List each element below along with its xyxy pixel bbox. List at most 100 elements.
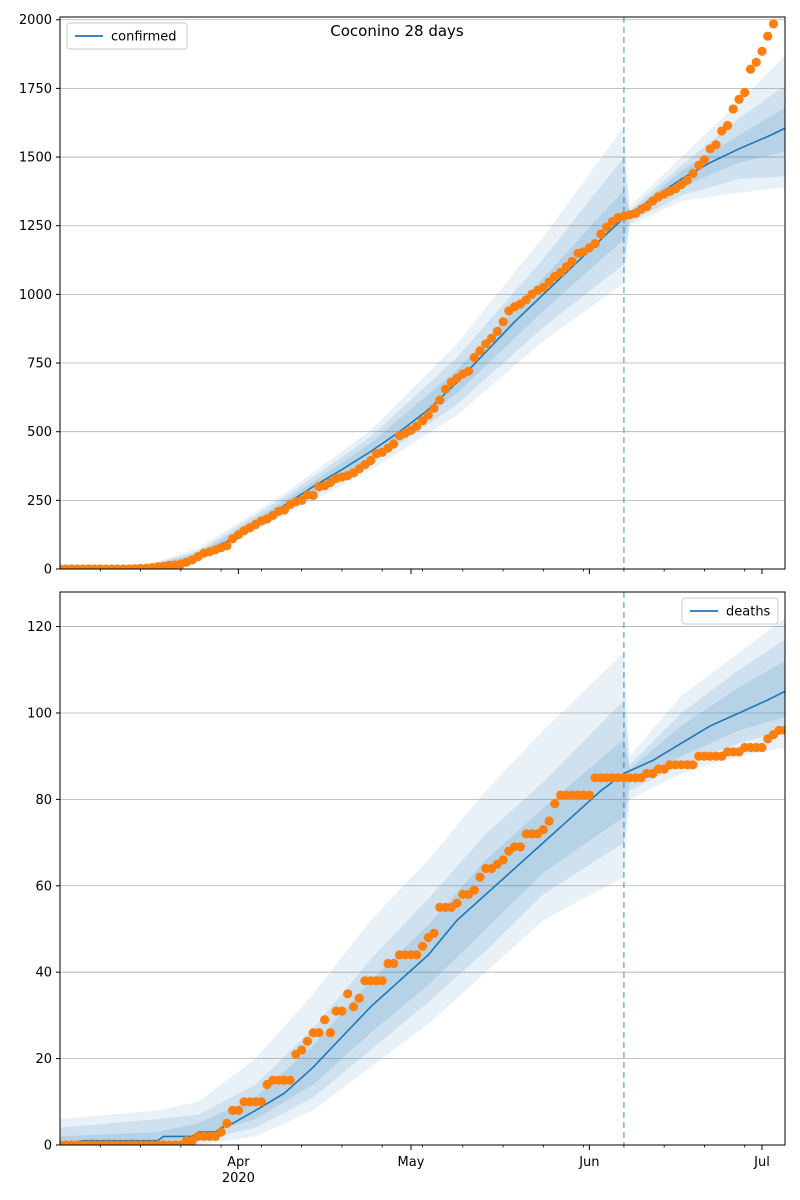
observed-point: [366, 455, 376, 466]
observed-point: [550, 799, 560, 809]
observed-point: [538, 282, 548, 293]
y-tick-label: 1750: [19, 82, 52, 97]
observed-point: [682, 175, 692, 185]
y-tick-label: 120: [27, 620, 52, 635]
y-tick-label: 80: [35, 793, 52, 808]
observed-point: [745, 64, 756, 74]
observed-point: [469, 885, 479, 895]
observed-point: [429, 403, 439, 413]
observed-point: [780, 725, 785, 735]
observed-point: [412, 950, 422, 960]
observed-point: [216, 1127, 226, 1137]
observed-point: [475, 872, 485, 882]
observed-point: [751, 57, 761, 67]
observed-point: [325, 1028, 335, 1038]
observed-point: [544, 277, 554, 287]
observed-point: [297, 495, 307, 505]
observed-point: [722, 120, 733, 131]
observed-point: [302, 1036, 312, 1046]
observed-point: [728, 104, 738, 114]
y-tick-label: 20: [35, 1052, 52, 1067]
observed-point: [757, 742, 767, 753]
uncertainty-band: [60, 107, 785, 569]
y-tick-label: 250: [27, 494, 52, 509]
observed-point: [389, 958, 399, 969]
observed-point: [222, 541, 232, 551]
uncertainty-band: [60, 85, 785, 569]
observed-point: [688, 168, 698, 179]
observed-point: [256, 1097, 266, 1107]
y-tick-label: 2000: [19, 13, 52, 28]
observed-point: [279, 505, 289, 515]
observed-point: [757, 46, 767, 56]
deaths-panel: 0 20 40 60 80 100 120 Apr May Jun Jul 2020 deaths: [27, 591, 786, 1186]
observed-point: [417, 941, 428, 951]
observed-point: [417, 416, 428, 426]
observed-point: [596, 229, 606, 239]
observed-point: [222, 1118, 232, 1128]
uncertainty-band: [60, 617, 785, 1145]
observed-point: [308, 490, 318, 500]
observed-point: [768, 19, 779, 29]
observed-point: [602, 222, 612, 232]
confirmed-panel: 0 250 500 750 1000 1250 1500 1750 2000 confirmed: [19, 13, 786, 578]
observed-point: [642, 201, 652, 212]
observed-point: [233, 1105, 243, 1115]
observed-point: [561, 262, 571, 272]
observed-point: [699, 155, 710, 165]
observed-point: [711, 140, 721, 150]
observed-point: [538, 825, 548, 835]
observed-point: [544, 816, 554, 826]
x-year-label: 2020: [222, 1171, 255, 1186]
y-tick-label: 60: [35, 879, 52, 894]
observed-point: [440, 384, 451, 394]
y-tick-label: 1500: [19, 151, 52, 166]
y-tick-label: 750: [27, 357, 52, 372]
x-tick-label: May: [398, 1155, 425, 1170]
observed-point: [348, 1002, 359, 1012]
legend-label: deaths: [726, 605, 771, 620]
observed-point: [412, 421, 422, 431]
observed-point: [481, 339, 491, 349]
observed-point: [556, 267, 566, 277]
y-tick-label: 100: [27, 706, 52, 721]
y-tick-label: 500: [27, 425, 52, 440]
observed-point: [297, 1045, 307, 1055]
observed-point: [475, 346, 485, 356]
y-tick-label: 1250: [19, 219, 52, 234]
x-tick-label: Jun: [578, 1155, 599, 1170]
observed-point: [343, 989, 353, 999]
observed-point: [285, 1075, 295, 1085]
observed-point: [567, 256, 577, 266]
legend: confirmed: [66, 22, 188, 50]
observed-point: [740, 87, 750, 98]
y-tick-label: 1000: [19, 288, 52, 303]
observed-point: [452, 898, 462, 908]
x-tick-label: Apr: [227, 1155, 250, 1170]
uncertainty-band: [60, 55, 785, 569]
observed-point: [377, 976, 387, 986]
observed-point: [521, 295, 531, 305]
observed-point: [584, 790, 595, 800]
legend-label: confirmed: [111, 30, 177, 45]
observed-point: [435, 395, 445, 405]
observed-point: [463, 366, 474, 376]
observed-point: [515, 842, 525, 852]
x-tick-label: Jul: [753, 1155, 770, 1170]
y-tick-label: 40: [35, 966, 52, 981]
observed-point: [734, 94, 744, 104]
observed-point: [763, 31, 773, 41]
observed-point: [354, 993, 364, 1003]
y-tick-label: 0: [44, 1139, 52, 1154]
observed-point: [492, 326, 502, 336]
observed-point: [694, 160, 704, 170]
legend: deaths: [681, 597, 779, 625]
observed-point: [423, 410, 433, 420]
observed-point: [389, 439, 399, 449]
observed-point: [688, 760, 698, 770]
chart-title: Coconino 28 days: [330, 22, 464, 40]
y-tick-label: 0: [44, 563, 52, 578]
uncertainty-band: [60, 661, 785, 1145]
observed-point: [486, 333, 497, 343]
